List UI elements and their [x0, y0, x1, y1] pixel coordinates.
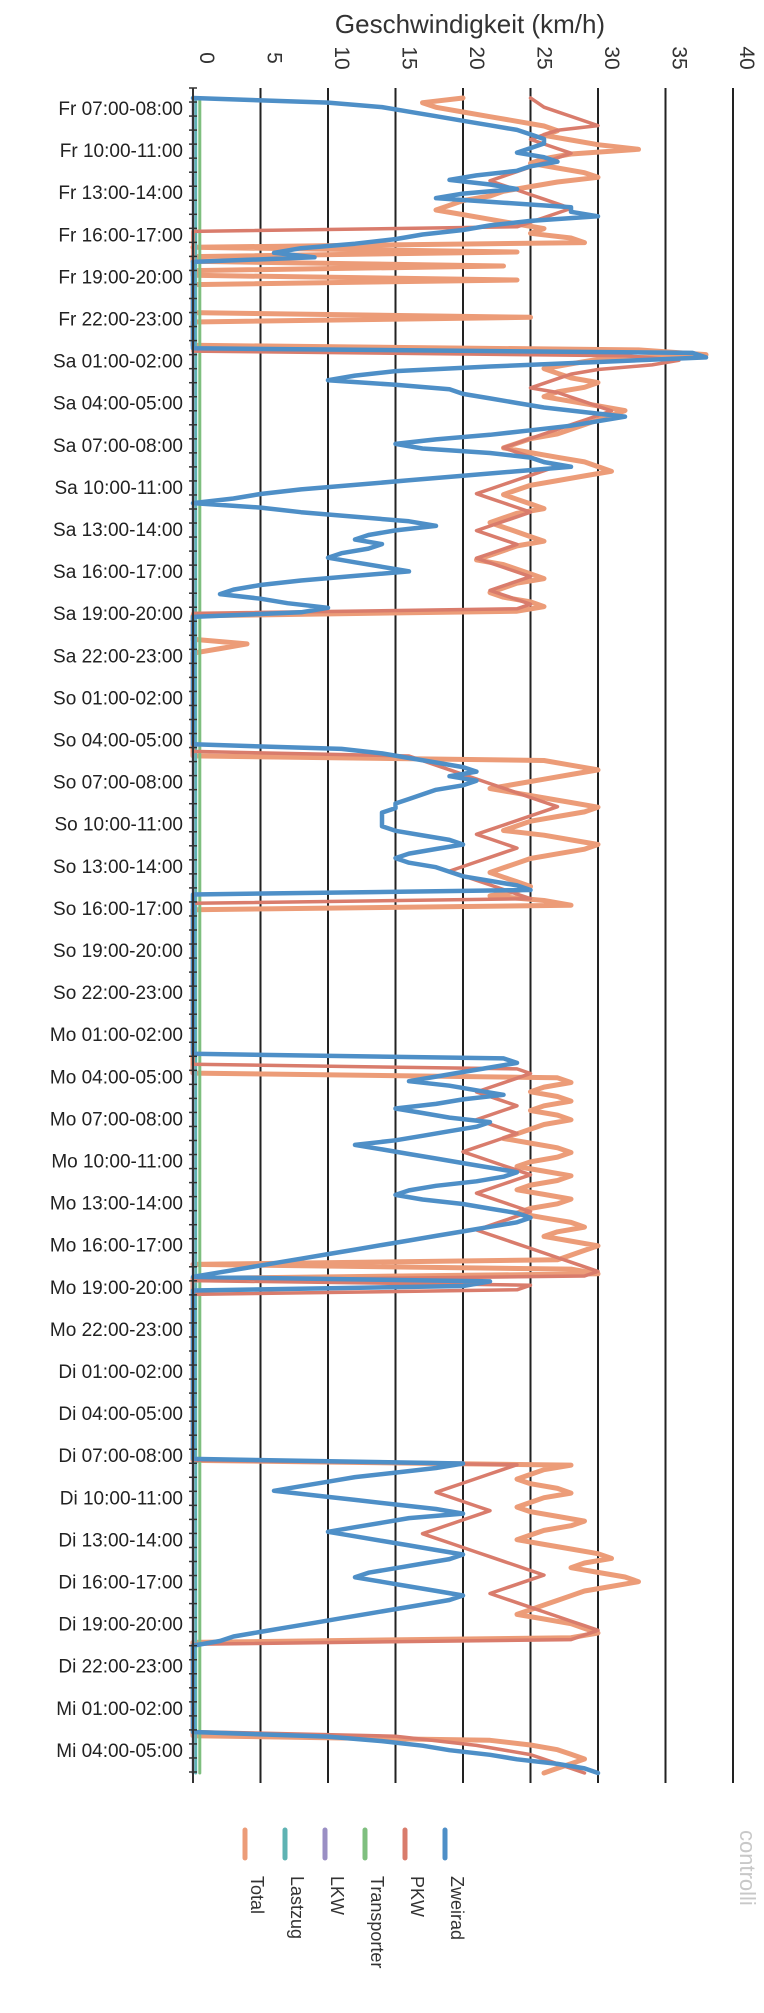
legend-label-transporter: Transporter — [367, 1876, 387, 1968]
category-label: Sa 16:00-17:00 — [53, 562, 183, 583]
category-label: Di 04:00-05:00 — [58, 1404, 183, 1425]
category-label: Fr 16:00-17:00 — [58, 225, 183, 246]
category-label: Sa 04:00-05:00 — [53, 394, 183, 415]
category-label: Mo 10:00-11:00 — [51, 1152, 183, 1173]
series-lines — [190, 95, 709, 1776]
value-tick-label: 25 — [533, 46, 556, 69]
category-label: Sa 10:00-11:00 — [54, 478, 183, 499]
category-label: Fr 10:00-11:00 — [60, 141, 183, 162]
value-tick-label: 35 — [668, 46, 691, 69]
category-label: So 04:00-05:00 — [53, 731, 183, 752]
category-label: Di 07:00-08:00 — [58, 1446, 183, 1467]
value-tick-label: 15 — [398, 46, 421, 69]
category-label: Fr 07:00-08:00 — [58, 99, 183, 120]
category-label: Di 19:00-20:00 — [58, 1615, 183, 1636]
category-label: Mo 16:00-17:00 — [50, 1236, 183, 1257]
tick-labels: 0 5 10 15 20 25 30 35 40 Fr 07:00-08:00 Fr 10:00-1… — [50, 46, 758, 1762]
legend-label-lastzug: Lastzug — [287, 1876, 307, 1939]
category-label: So 22:00-23:00 — [53, 983, 183, 1004]
value-tick-label: 40 — [735, 46, 758, 69]
value-axis-title: Geschwindigkeit (km/h) — [335, 9, 605, 39]
category-label: So 13:00-14:00 — [53, 857, 183, 878]
category-label: Fr 19:00-20:00 — [58, 267, 183, 288]
category-label: Di 10:00-11:00 — [60, 1488, 183, 1509]
legend-label-zweirad: Zweirad — [447, 1876, 467, 1940]
value-tick-label: 5 — [263, 52, 286, 64]
category-label: Mi 04:00-05:00 — [56, 1741, 183, 1762]
category-label: So 10:00-11:00 — [54, 815, 183, 836]
category-label: Mo 07:00-08:00 — [50, 1109, 183, 1130]
category-label: Fr 22:00-23:00 — [58, 310, 183, 331]
category-label: Mo 04:00-05:00 — [50, 1067, 183, 1088]
value-tick-label: 10 — [330, 46, 353, 69]
category-label: Sa 19:00-20:00 — [53, 604, 183, 625]
category-label: Di 13:00-14:00 — [58, 1530, 183, 1551]
category-label: Mo 22:00-23:00 — [50, 1320, 183, 1341]
category-label: So 16:00-17:00 — [53, 899, 183, 920]
watermark-text: controlli — [735, 1830, 760, 1906]
grid-lines — [259, 88, 734, 1783]
category-label: So 07:00-08:00 — [53, 773, 183, 794]
category-label: Mo 01:00-02:00 — [50, 1025, 183, 1046]
category-label: Mo 13:00-14:00 — [50, 1194, 183, 1215]
value-tick-label: 20 — [465, 46, 488, 69]
legend-label-total: Total — [247, 1876, 267, 1914]
category-label: Fr 13:00-14:00 — [58, 183, 183, 204]
category-label: Di 16:00-17:00 — [58, 1573, 183, 1594]
category-label: Di 01:00-02:00 — [58, 1362, 183, 1383]
category-label: Sa 01:00-02:00 — [53, 352, 183, 373]
category-label: Sa 07:00-08:00 — [53, 436, 183, 457]
category-label: Di 22:00-23:00 — [58, 1657, 183, 1678]
legend-label-pkw: PKW — [407, 1876, 427, 1917]
category-label: Mi 01:00-02:00 — [56, 1699, 183, 1720]
category-label: Mo 19:00-20:00 — [50, 1278, 183, 1299]
legend-label-lkw: LKW — [327, 1876, 347, 1915]
axes — [189, 87, 197, 1783]
value-tick-label: 30 — [600, 46, 623, 69]
category-label: Sa 13:00-14:00 — [53, 520, 183, 541]
legend: Total Lastzug LKW Transporter PKW Zweirad — [242, 1827, 467, 1968]
category-label: So 01:00-02:00 — [53, 688, 183, 709]
category-label: So 19:00-20:00 — [53, 941, 183, 962]
value-tick-label: 0 — [195, 52, 218, 64]
category-label: Sa 22:00-23:00 — [53, 646, 183, 667]
